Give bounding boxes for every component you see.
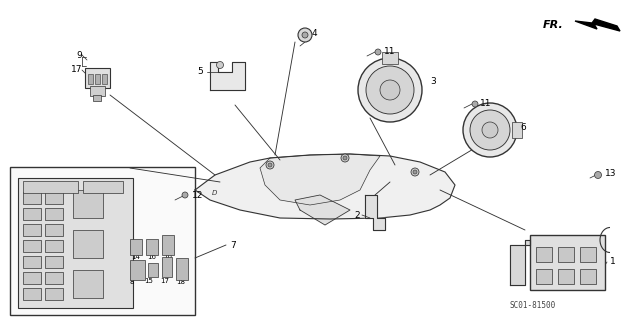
Circle shape [298, 28, 312, 42]
Polygon shape [365, 195, 385, 230]
Circle shape [343, 156, 347, 160]
Text: 3: 3 [430, 78, 436, 86]
Text: 12: 12 [192, 190, 204, 199]
Circle shape [411, 168, 419, 176]
Polygon shape [295, 195, 350, 225]
Text: 5: 5 [197, 68, 203, 77]
Bar [85, 68, 110, 88]
Bar [148, 263, 158, 277]
Text: 17: 17 [160, 278, 169, 284]
Circle shape [358, 58, 422, 122]
Text: 9: 9 [76, 50, 82, 60]
Bar [512, 122, 522, 138]
Polygon shape [195, 154, 455, 219]
Bar [23, 288, 41, 300]
Circle shape [375, 49, 381, 55]
Bar [88, 74, 93, 84]
Text: 6: 6 [520, 123, 525, 132]
Polygon shape [260, 154, 380, 205]
Circle shape [482, 122, 498, 138]
Polygon shape [510, 240, 530, 285]
Bar [73, 190, 103, 218]
Bar [382, 52, 398, 64]
Bar [146, 239, 158, 255]
Text: D: D [212, 190, 218, 196]
Circle shape [366, 66, 414, 114]
Circle shape [380, 80, 400, 100]
Bar [23, 240, 41, 252]
Bar [580, 269, 596, 284]
Bar [23, 224, 41, 236]
Polygon shape [575, 19, 620, 31]
Bar [73, 270, 103, 298]
Text: 11: 11 [480, 99, 492, 108]
Bar [176, 258, 188, 280]
Text: 15: 15 [144, 278, 153, 284]
Bar [45, 208, 63, 220]
Circle shape [413, 170, 417, 174]
Circle shape [472, 101, 478, 107]
Circle shape [470, 110, 510, 150]
Bar [18, 178, 133, 308]
Bar [530, 235, 605, 290]
Text: 2: 2 [355, 211, 360, 219]
Bar [162, 235, 174, 255]
Bar [45, 288, 63, 300]
Bar [45, 272, 63, 284]
Bar [23, 192, 41, 204]
Bar [93, 95, 101, 101]
Circle shape [266, 161, 274, 169]
Circle shape [341, 154, 349, 162]
Text: 13: 13 [605, 168, 616, 177]
Bar [45, 192, 63, 204]
Text: 7: 7 [230, 241, 236, 249]
Text: FR.: FR. [543, 20, 564, 30]
Bar [536, 247, 552, 262]
Text: 18: 18 [176, 279, 185, 285]
Bar [23, 181, 78, 193]
Circle shape [216, 62, 223, 69]
Bar [83, 181, 123, 193]
Bar [45, 224, 63, 236]
Bar [536, 269, 552, 284]
Bar [130, 260, 145, 280]
Text: 8: 8 [130, 279, 134, 285]
Bar [130, 239, 142, 255]
Text: 16: 16 [147, 254, 156, 260]
Text: 11: 11 [384, 47, 396, 56]
Circle shape [182, 192, 188, 198]
Circle shape [302, 32, 308, 38]
Bar [23, 256, 41, 268]
Bar [558, 247, 574, 262]
Text: 4: 4 [312, 28, 317, 38]
Circle shape [463, 103, 517, 157]
Text: 1: 1 [610, 257, 616, 266]
Bar [45, 256, 63, 268]
Bar [95, 74, 100, 84]
Text: 17: 17 [70, 65, 82, 75]
Bar [10, 167, 195, 315]
Bar [102, 74, 107, 84]
Bar [580, 247, 596, 262]
Bar [558, 269, 574, 284]
Text: SC01-81500: SC01-81500 [510, 301, 556, 310]
Text: 14: 14 [131, 254, 140, 260]
Circle shape [595, 172, 602, 179]
Bar [23, 272, 41, 284]
Text: 10: 10 [163, 254, 172, 260]
Bar [23, 208, 41, 220]
Circle shape [268, 163, 272, 167]
Polygon shape [210, 62, 245, 90]
Bar [45, 240, 63, 252]
Bar [73, 230, 103, 258]
Bar [162, 257, 172, 277]
Bar [90, 86, 105, 96]
